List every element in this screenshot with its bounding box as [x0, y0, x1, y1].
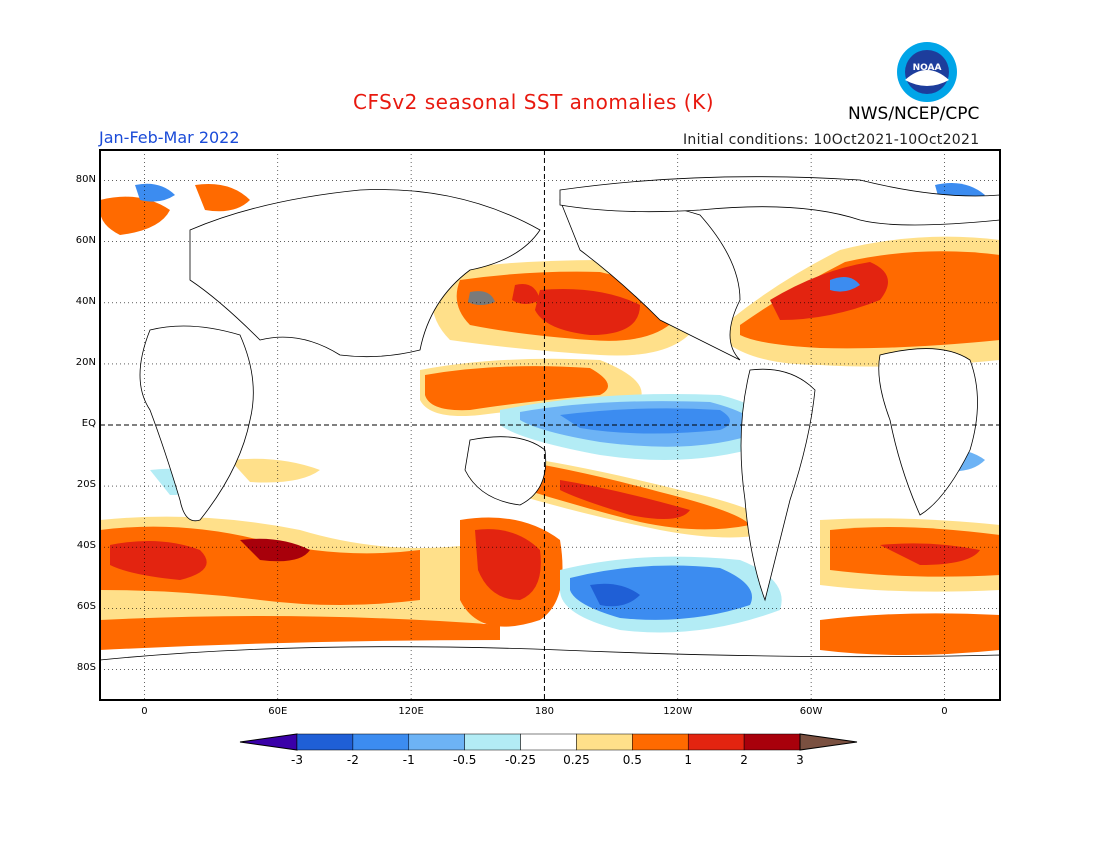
colorbar-label: -1: [402, 753, 415, 767]
colorbar-swatch: [296, 733, 354, 751]
lon-label: 60E: [268, 706, 288, 717]
lon-label: 0: [141, 706, 148, 717]
lat-label: 60S: [76, 601, 96, 613]
colorbar-swatch: [743, 733, 801, 751]
lon-label: 60W: [799, 706, 823, 717]
lat-label: 60N: [75, 234, 96, 246]
graticule: [100, 150, 1000, 700]
continents: [100, 176, 1000, 700]
lat-label: 20N: [75, 356, 96, 368]
colorbar-label: -0.25: [505, 753, 537, 767]
organization-label: NWS/NCEP/CPC: [848, 104, 980, 124]
colorbar-label: -0.5: [452, 753, 477, 767]
period-label: Jan-Feb-Mar 2022: [99, 128, 240, 147]
colorbar: [239, 733, 858, 751]
logo-text: NOAA: [913, 63, 942, 73]
colorbar-swatch: [352, 733, 410, 751]
colorbar-swatch: [464, 733, 521, 751]
lon-label: 120E: [398, 706, 424, 717]
initial-conditions-label: Initial conditions: 10Oct2021-10Oct2021: [683, 132, 980, 148]
colorbar-swatch: [687, 733, 745, 751]
colorbar-label: 0.25: [563, 753, 590, 767]
colorbar-label: 0.5: [622, 753, 642, 767]
lat-label: 80S: [76, 662, 96, 674]
map-frame: [99, 149, 1001, 701]
lon-label: 120W: [663, 706, 693, 717]
lat-label: 40N: [75, 295, 96, 307]
colorbar-min-arrow: [239, 733, 298, 751]
anomaly-field: [100, 182, 1000, 655]
colorbar-swatch: [520, 733, 577, 751]
lat-label: 20S: [76, 479, 96, 491]
lon-label: 0: [941, 706, 948, 717]
lat-label: 80N: [75, 173, 96, 185]
colorbar-max-arrow: [799, 733, 858, 751]
colorbar-swatch: [576, 733, 633, 751]
lon-label: 180: [534, 706, 554, 717]
lat-label: EQ: [81, 418, 96, 429]
colorbar-label: -2: [346, 753, 359, 767]
colorbar-label: -3: [291, 753, 303, 767]
noaa-logo-icon: NOAA: [897, 42, 957, 102]
colorbar-swatch: [632, 733, 689, 751]
colorbar-swatch: [408, 733, 465, 751]
map-title: CFSv2 seasonal SST anomalies (K): [353, 90, 714, 114]
colorbar-label: 2: [740, 753, 748, 767]
colorbar-label: 3: [796, 753, 804, 767]
lat-label: 40S: [76, 540, 96, 552]
colorbar-label: 1: [684, 753, 693, 767]
